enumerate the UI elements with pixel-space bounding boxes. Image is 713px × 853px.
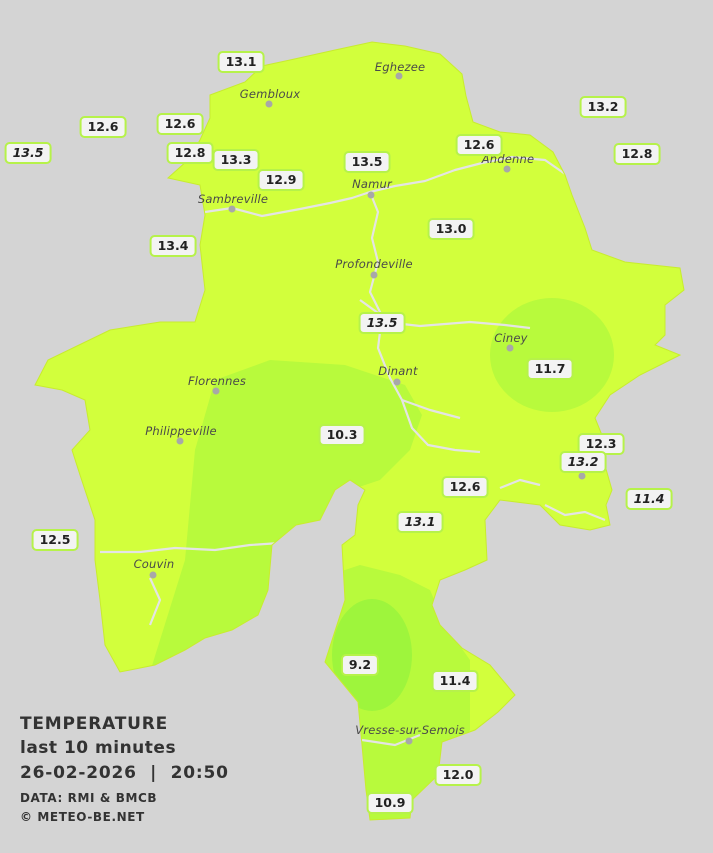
town-dot-rochefort <box>578 472 586 480</box>
temp-label: 10.3 <box>318 424 366 446</box>
temp-label: 12.6 <box>79 116 127 138</box>
temp-label: 13.1 <box>396 511 444 533</box>
temp-label: 12.6 <box>441 476 489 498</box>
temp-label: 12.5 <box>31 529 79 551</box>
temp-label: 12.8 <box>613 143 661 165</box>
temp-label: 9.2 <box>340 654 380 676</box>
temp-label: 13.5 <box>358 312 406 334</box>
temp-label: 13.2 <box>579 96 627 118</box>
temp-label: 13.2 <box>559 451 607 473</box>
cool-zone-ciney <box>490 298 614 412</box>
temp-label: 11.4 <box>431 670 479 692</box>
town-label-ciney: Ciney <box>494 331 528 345</box>
temp-label: 13.4 <box>149 235 197 257</box>
town-dot-dinant <box>393 378 401 386</box>
temp-label: 12.0 <box>434 764 482 786</box>
town-dot-florennes <box>212 387 220 395</box>
temp-label: 11.7 <box>526 358 574 380</box>
town-label-namur: Namur <box>352 177 392 191</box>
town-dot-couvin <box>149 571 157 579</box>
temp-label: 12.6 <box>455 134 503 156</box>
temp-label: 11.4 <box>625 488 673 510</box>
town-dot-philippeville <box>176 437 184 445</box>
temp-label: 12.9 <box>257 169 305 191</box>
temp-label: 12.6 <box>156 113 204 135</box>
map-datetime: 26-02-2026 | 20:50 <box>20 763 229 783</box>
map-period: last 10 minutes <box>20 738 177 758</box>
town-label-couvin: Couvin <box>133 557 175 571</box>
town-dot-gembloux <box>265 100 273 108</box>
town-label-dinant: Dinant <box>378 364 418 378</box>
town-label-sambreville: Sambreville <box>197 192 269 206</box>
town-label-eghezee: Eghezee <box>374 60 426 74</box>
copyright: © METEO-BE.NET <box>20 810 145 824</box>
town-dot-ciney <box>506 344 514 352</box>
temp-label: 10.9 <box>366 792 414 814</box>
town-dot-vresse-sur-semois <box>405 737 413 745</box>
map-legend: TEMPERATURE last 10 minutes 26-02-2026 |… <box>20 712 229 827</box>
town-label-gembloux: Gembloux <box>239 87 301 101</box>
temp-label: 12.8 <box>166 142 214 164</box>
town-label-philippeville: Philippeville <box>145 424 217 438</box>
town-dot-namur <box>367 191 375 199</box>
town-label-vresse-sur-semois: Vresse-sur-Semois <box>355 723 465 737</box>
temp-label: 13.1 <box>217 51 265 73</box>
temp-label: 12.3 <box>577 433 625 455</box>
temp-label: 13.3 <box>212 149 260 171</box>
town-dot-profondeville <box>370 271 378 279</box>
town-label-florennes: Florennes <box>187 374 247 388</box>
temp-label: 13.5 <box>4 142 52 164</box>
data-source: DATA: RMI & BMCB <box>20 791 158 805</box>
temp-label: 13.5 <box>343 151 391 173</box>
temp-label: 13.0 <box>427 218 475 240</box>
town-dot-sambreville <box>228 205 236 213</box>
map-title: TEMPERATURE <box>20 714 169 734</box>
town-dot-eghezee <box>395 72 403 80</box>
town-dot-andenne <box>503 165 511 173</box>
town-label-profondeville: Profondeville <box>335 257 413 271</box>
